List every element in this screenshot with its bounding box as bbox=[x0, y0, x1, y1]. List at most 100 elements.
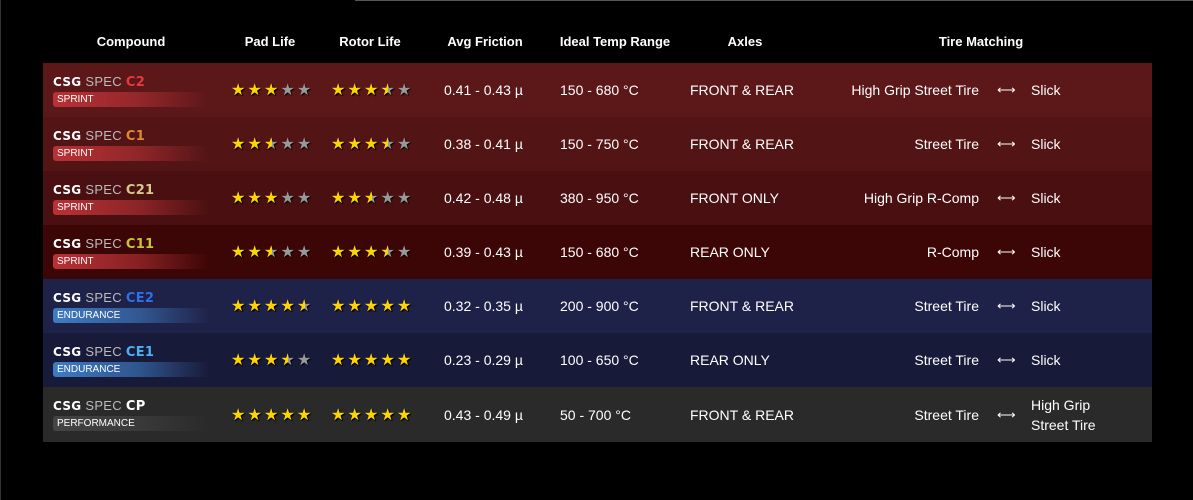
star-icon: ★★ bbox=[397, 298, 412, 315]
spec: SPEC bbox=[85, 236, 122, 251]
star-icon: ★★ bbox=[380, 190, 395, 207]
tire-to: Slick bbox=[1031, 244, 1061, 260]
temp-range: 200 - 900 °C bbox=[560, 298, 639, 314]
rotor-life-rating: ★★★★★★★★★★ bbox=[331, 242, 413, 262]
axles: FRONT & REAR bbox=[690, 82, 794, 98]
avg-friction: 0.38 - 0.41 µ bbox=[444, 136, 523, 152]
star-icon: ★★ bbox=[247, 136, 262, 153]
star-icon: ★★ bbox=[347, 244, 362, 261]
tire-to: Slick bbox=[1031, 298, 1061, 314]
temp-range: 150 - 680 °C bbox=[560, 244, 639, 260]
rotor-life-rating: ★★★★★★★★★★ bbox=[331, 296, 413, 316]
star-icon: ★★ bbox=[297, 406, 312, 424]
compound-name: CSG SPEC CE1 bbox=[53, 344, 154, 360]
tire-from: High Grip R-Comp bbox=[863, 190, 979, 206]
star-icon: ★★ bbox=[264, 352, 279, 369]
double-arrow-icon: ⟷ bbox=[997, 190, 1016, 205]
category-badge: SPRINT bbox=[53, 200, 209, 215]
star-icon: ★★ bbox=[264, 136, 279, 153]
compound-name: CSG SPEC C2 bbox=[53, 74, 145, 90]
star-icon: ★★ bbox=[231, 190, 246, 207]
star-icon: ★★ bbox=[247, 298, 262, 315]
compound-row: CSG SPEC CE1 ENDURANCE ★ ★ ★ ★ ★ ★ ★ ★ ★ ★ ★ ★ ★ ★ ★ ★… bbox=[43, 333, 1152, 387]
axles: FRONT ONLY bbox=[690, 190, 779, 206]
star-icon: ★★ bbox=[247, 82, 262, 99]
header-tire-matching: Tire Matching bbox=[938, 34, 1024, 49]
tire-to: Slick bbox=[1031, 352, 1061, 368]
header-temp-range: Ideal Temp Range bbox=[559, 34, 671, 49]
double-arrow-icon: ⟷ bbox=[997, 352, 1016, 367]
pad-life-rating: ★★★★★★★★★★ bbox=[231, 296, 313, 316]
star-icon: ★★ bbox=[347, 298, 362, 315]
star-icon: ★★ bbox=[347, 190, 362, 207]
star-icon: ★★ bbox=[380, 244, 395, 261]
spec: SPEC bbox=[85, 398, 122, 413]
star-icon: ★★ bbox=[364, 190, 379, 207]
star-icon: ★★ bbox=[231, 82, 246, 99]
header-rotor-life: Rotor Life bbox=[339, 34, 401, 49]
spec: SPEC bbox=[85, 128, 122, 143]
star-icon: ★★ bbox=[331, 406, 346, 424]
spec: SPEC bbox=[85, 74, 122, 89]
compound-name: CSG SPEC C11 bbox=[53, 236, 154, 252]
compound-code: C21 bbox=[125, 183, 155, 198]
rotor-life-rating: ★★★★★★★★★★ bbox=[331, 80, 413, 100]
pad-life-rating: ★★★★★★★★★★ bbox=[231, 134, 313, 154]
compound-code: C11 bbox=[125, 237, 155, 252]
star-icon: ★★ bbox=[264, 190, 279, 207]
star-icon: ★★ bbox=[297, 352, 312, 369]
star-icon: ★★ bbox=[380, 406, 395, 424]
star-icon: ★★ bbox=[297, 244, 312, 261]
compound-row: CSG SPEC CE2 ENDURANCE ★ ★ ★ ★ ★ ★ ★ ★ ★ ★ ★ ★ ★ ★ ★ ★… bbox=[43, 279, 1152, 333]
tire-to: Slick bbox=[1031, 136, 1061, 152]
spec: SPEC bbox=[85, 182, 122, 197]
brand: CSG bbox=[53, 183, 82, 197]
temp-range: 380 - 950 °C bbox=[560, 190, 639, 206]
header-axles: Axles bbox=[727, 34, 763, 49]
axles: FRONT & REAR bbox=[690, 136, 794, 152]
double-arrow-icon: ⟷ bbox=[997, 298, 1016, 313]
pad-life-rating: ★★★★★★★★★★ bbox=[231, 188, 313, 208]
star-icon: ★★ bbox=[364, 136, 379, 153]
compound-name: CSG SPEC C21 bbox=[53, 182, 154, 198]
star-icon: ★★ bbox=[364, 82, 379, 99]
compound-table: CSG SPEC C2 SPRINT ★★★★★★★★★★ ★★★★★★★★★★… bbox=[43, 63, 1152, 442]
category-badge: SPRINT bbox=[53, 92, 209, 107]
star-icon: ★★ bbox=[347, 352, 362, 369]
star-icon: ★★ bbox=[231, 244, 246, 261]
temp-range: 150 - 750 °C bbox=[560, 136, 639, 152]
rotor-life-rating: ★★★★★★★★★★ bbox=[331, 405, 413, 425]
star-icon: ★★ bbox=[380, 82, 395, 99]
tire-from: High Grip Street Tire bbox=[851, 82, 979, 98]
star-icon: ★★ bbox=[264, 244, 279, 261]
compound-row: CSG SPEC CP PERFORMANCE ★ ★ ★ ★ ★ ★ ★ ★ ★ ★ ★ ★ ★ ★ ★… bbox=[43, 387, 1152, 442]
star-icon: ★★ bbox=[280, 136, 295, 153]
star-icon: ★★ bbox=[231, 352, 246, 369]
star-icon: ★★ bbox=[297, 298, 312, 315]
brand: CSG bbox=[53, 75, 82, 89]
star-icon: ★★ bbox=[331, 244, 346, 261]
spec: SPEC bbox=[85, 344, 122, 359]
pad-life-rating: ★★★★★★★★★★ bbox=[231, 350, 313, 370]
avg-friction: 0.32 - 0.35 µ bbox=[444, 298, 523, 314]
tire-to: High Grip Street Tire bbox=[1031, 396, 1096, 433]
star-icon: ★★ bbox=[364, 298, 379, 315]
star-icon: ★★ bbox=[364, 406, 379, 424]
compound-name: CSG SPEC CP bbox=[53, 398, 146, 414]
tire-to: Slick bbox=[1031, 190, 1061, 206]
double-arrow-icon: ⟷ bbox=[997, 406, 1016, 422]
star-icon: ★★ bbox=[280, 352, 295, 369]
pad-life-rating: ★★★★★★★★★★ bbox=[231, 242, 313, 262]
axles: REAR ONLY bbox=[690, 244, 770, 260]
star-icon: ★★ bbox=[397, 352, 412, 369]
star-icon: ★★ bbox=[231, 298, 246, 315]
star-icon: ★★ bbox=[347, 136, 362, 153]
star-icon: ★★ bbox=[331, 190, 346, 207]
compound-code: CE1 bbox=[125, 345, 155, 360]
rotor-life-rating: ★★★★★★★★★★ bbox=[331, 134, 413, 154]
star-icon: ★★ bbox=[231, 136, 246, 153]
star-icon: ★★ bbox=[264, 82, 279, 99]
star-icon: ★★ bbox=[247, 406, 262, 424]
star-icon: ★★ bbox=[347, 406, 362, 424]
star-icon: ★★ bbox=[264, 406, 279, 424]
